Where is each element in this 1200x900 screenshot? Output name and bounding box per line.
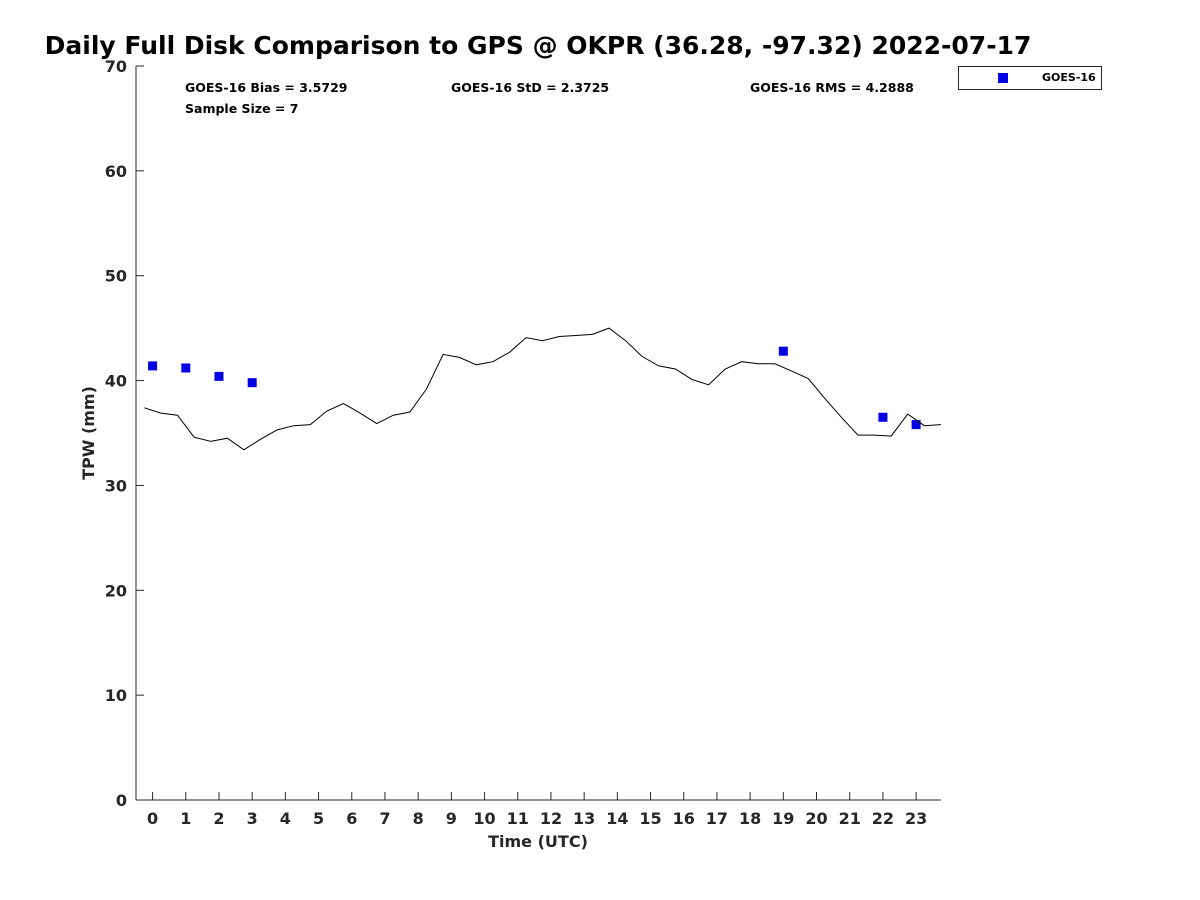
x-axis-label: Time (UTC) xyxy=(488,832,588,851)
x-tick-label: 20 xyxy=(805,809,827,828)
y-tick-label: 30 xyxy=(105,476,127,495)
x-tick-label: 10 xyxy=(473,809,495,828)
y-tick-label: 70 xyxy=(105,57,127,76)
x-tick-label: 14 xyxy=(606,809,628,828)
x-tick-label: 15 xyxy=(639,809,661,828)
x-tick-label: 12 xyxy=(540,809,562,828)
x-tick-label: 18 xyxy=(739,809,761,828)
goes16-point xyxy=(878,412,888,422)
y-axis-label: TPW (mm) xyxy=(79,386,98,480)
x-tick-label: 22 xyxy=(872,809,894,828)
legend-label-goes16: GOES-16 xyxy=(1042,71,1096,84)
chart-title: Daily Full Disk Comparison to GPS @ OKPR… xyxy=(45,31,1032,60)
goes16-point xyxy=(778,346,788,356)
x-tick-label: 13 xyxy=(573,809,595,828)
x-tick-label: 3 xyxy=(247,809,258,828)
legend: GOES-16 xyxy=(958,66,1102,90)
y-tick-label: 20 xyxy=(105,581,127,600)
x-tick-label: 2 xyxy=(213,809,224,828)
x-tick-label: 17 xyxy=(706,809,728,828)
x-tick-label: 6 xyxy=(346,809,357,828)
goes16-point xyxy=(214,371,224,381)
x-tick-label: 9 xyxy=(446,809,457,828)
plot-area xyxy=(144,327,942,451)
goes16-point xyxy=(247,378,257,388)
x-tick-label: 23 xyxy=(905,809,927,828)
std-stat: GOES-16 StD = 2.3725 xyxy=(451,80,609,95)
x-tick-label: 0 xyxy=(147,809,158,828)
goes16-point xyxy=(911,420,921,430)
x-tick-label: 1 xyxy=(180,809,191,828)
x-tick-label: 4 xyxy=(280,809,291,828)
bias-stat: GOES-16 Bias = 3.5729 xyxy=(185,80,347,95)
x-tick-label: 19 xyxy=(772,809,794,828)
x-tick-label: 8 xyxy=(413,809,424,828)
gps-tpw-line xyxy=(144,327,942,451)
legend-marker-goes16 xyxy=(998,73,1008,83)
y-tick-label: 40 xyxy=(105,372,127,391)
y-tick-label: 0 xyxy=(116,791,127,810)
goes16-point xyxy=(148,361,158,371)
x-tick-label: 7 xyxy=(379,809,390,828)
y-tick-label: 50 xyxy=(105,267,127,286)
sample-size-stat: Sample Size = 7 xyxy=(185,101,298,116)
x-tick-label: 5 xyxy=(313,809,324,828)
x-tick-label: 21 xyxy=(839,809,861,828)
x-tick-label: 16 xyxy=(673,809,695,828)
rms-stat: GOES-16 RMS = 4.2888 xyxy=(750,80,914,95)
y-tick-label: 60 xyxy=(105,162,127,181)
y-tick-label: 10 xyxy=(105,686,127,705)
legend-box xyxy=(958,66,1102,90)
goes16-point xyxy=(181,363,191,373)
x-tick-label: 11 xyxy=(507,809,529,828)
